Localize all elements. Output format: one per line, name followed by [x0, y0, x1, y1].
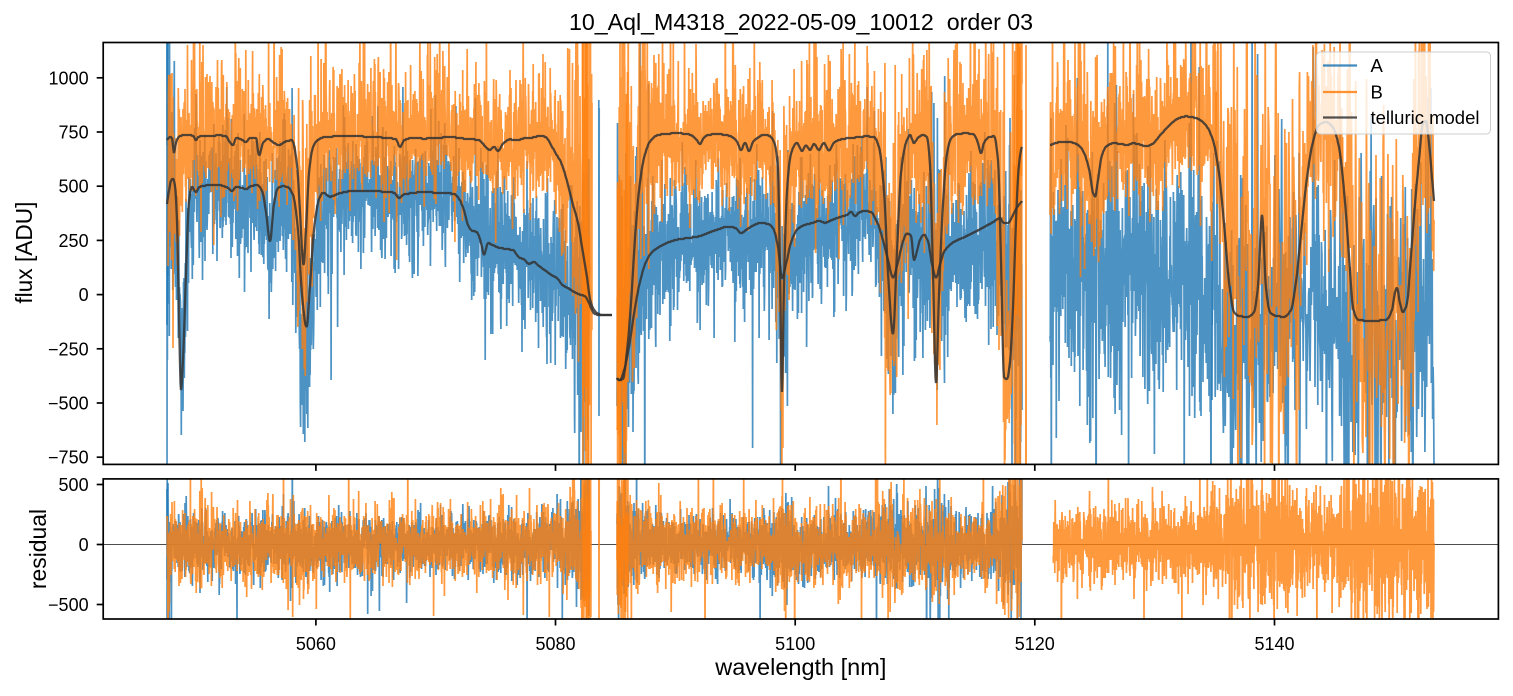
- svg-text:5120: 5120: [1015, 634, 1055, 654]
- svg-text:500: 500: [59, 475, 89, 495]
- svg-text:750: 750: [59, 123, 89, 143]
- svg-text:−500: −500: [48, 394, 89, 414]
- svg-text:−500: −500: [48, 595, 89, 615]
- svg-text:residual: residual: [25, 509, 51, 589]
- svg-text:−250: −250: [48, 339, 89, 359]
- svg-text:0: 0: [79, 535, 89, 555]
- svg-text:telluric model: telluric model: [1371, 107, 1480, 128]
- svg-text:10_Aql_M4318_2022-05-09_10012: 10_Aql_M4318_2022-05-09_10012 order 03: [569, 9, 1033, 35]
- svg-text:0: 0: [79, 285, 89, 305]
- svg-text:5060: 5060: [296, 634, 336, 654]
- svg-text:5080: 5080: [535, 634, 575, 654]
- svg-text:5100: 5100: [775, 634, 815, 654]
- svg-text:1000: 1000: [49, 68, 89, 88]
- svg-text:−750: −750: [48, 448, 89, 468]
- svg-text:500: 500: [59, 177, 89, 197]
- svg-text:A: A: [1371, 55, 1384, 76]
- svg-text:wavelength [nm]: wavelength [nm]: [714, 654, 886, 680]
- svg-text:5140: 5140: [1254, 634, 1294, 654]
- svg-text:flux [ADU]: flux [ADU]: [11, 202, 37, 304]
- svg-text:B: B: [1371, 81, 1383, 102]
- svg-text:250: 250: [59, 231, 89, 251]
